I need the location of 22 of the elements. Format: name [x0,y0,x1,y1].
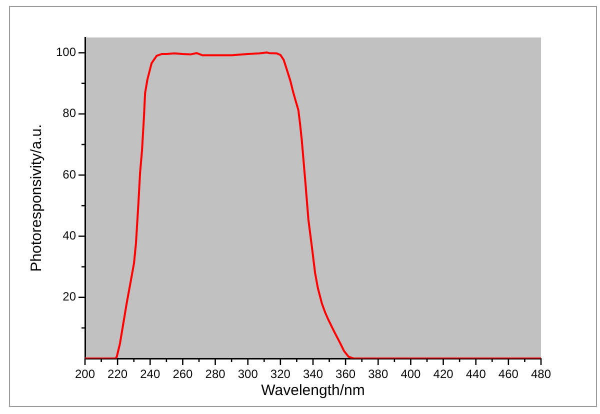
y-tick-label: 100 [56,45,76,60]
y-tick-label: 80 [62,106,76,120]
x-tick-label: 440 [466,367,486,382]
x-tick-label: 480 [530,367,552,382]
y-axis-title: Photoresponsivity/a.u. [28,124,46,272]
x-tick-label: 380 [368,367,388,382]
x-axis-title: Wavelength/nm [261,382,365,400]
y-tick-label: 20 [62,290,76,304]
x-tick-label: 420 [433,367,454,382]
x-tick-label: 220 [108,367,128,382]
x-tick-label: 200 [74,367,96,382]
y-tick-label: 40 [62,228,76,243]
x-tick-label: 240 [140,367,160,382]
x-tick-label: 320 [270,367,291,382]
x-tick-label: 360 [336,367,356,382]
x-tick-label: 460 [498,367,519,382]
x-tick-label: 400 [400,367,422,382]
y-tick-label: 60 [62,167,76,182]
x-tick-label: 300 [238,367,258,382]
x-tick-label: 260 [172,367,194,382]
x-tick-label: 280 [205,367,226,382]
x-tick-label: 340 [302,367,324,382]
